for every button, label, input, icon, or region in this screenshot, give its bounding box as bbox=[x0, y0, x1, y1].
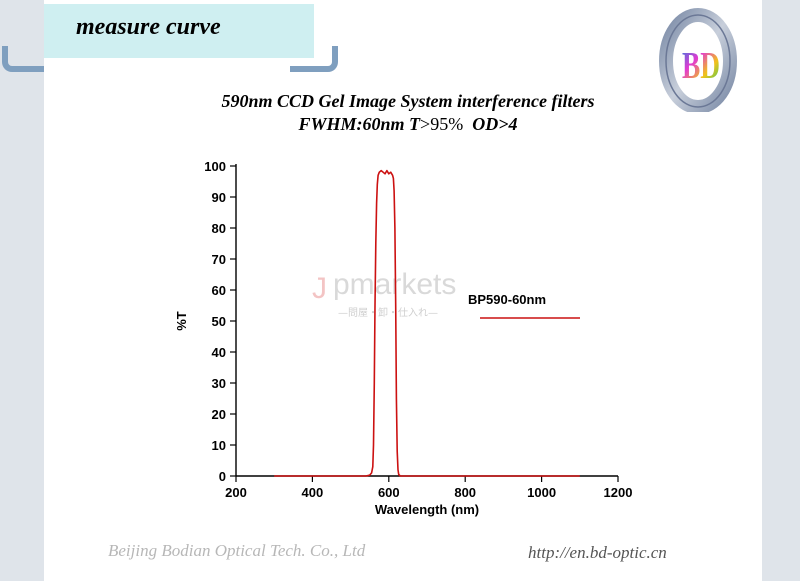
y-tick-label: 90 bbox=[212, 190, 226, 205]
y-axis-label: %T bbox=[174, 311, 189, 331]
x-tick-label: 1200 bbox=[604, 485, 633, 500]
watermark-j: J bbox=[312, 272, 327, 305]
x-tick-label: 200 bbox=[225, 485, 247, 500]
header-title: measure curve bbox=[76, 14, 221, 40]
y-tick-label: 10 bbox=[212, 438, 226, 453]
header-box bbox=[44, 4, 314, 58]
watermark-tagline: —問屋・卸・仕入れ— bbox=[338, 306, 438, 319]
x-tick-label: 1000 bbox=[527, 485, 556, 500]
watermark: J pmarkets —問屋・卸・仕入れ— bbox=[312, 268, 456, 319]
y-tick-label: 60 bbox=[212, 283, 226, 298]
chart-title: 590nm CCD Gel Image System interference … bbox=[221, 91, 595, 111]
x-tick-label: 800 bbox=[454, 485, 476, 500]
legend-label: BP590-60nm bbox=[468, 292, 546, 307]
chart-legend: BP590-60nm bbox=[468, 292, 580, 319]
y-tick-label: 20 bbox=[212, 407, 226, 422]
y-tick-label: 30 bbox=[212, 376, 226, 391]
subtitle-od: OD>4 bbox=[463, 114, 518, 134]
y-tick-label: 100 bbox=[204, 159, 226, 174]
footer-company: Beijing Bodian Optical Tech. Co., Ltd bbox=[108, 541, 366, 560]
footer-url[interactable]: http://en.bd-optic.cn bbox=[528, 543, 667, 562]
header-frame-right bbox=[290, 46, 338, 72]
chart-series bbox=[274, 169, 580, 477]
slide-background bbox=[44, 0, 762, 581]
y-tick-label: 0 bbox=[219, 469, 226, 484]
x-tick-label: 600 bbox=[378, 485, 400, 500]
series-line-0 bbox=[274, 169, 580, 477]
y-tick-label: 70 bbox=[212, 252, 226, 267]
subtitle-transmission: >95% bbox=[420, 114, 464, 134]
header-frame-left bbox=[2, 46, 44, 72]
y-tick-label: 80 bbox=[212, 221, 226, 236]
chart-subtitle: FWHM:60nm T>95% OD>4 bbox=[8, 114, 800, 135]
logo-text: BD bbox=[682, 45, 720, 87]
x-tick-label: 400 bbox=[302, 485, 324, 500]
y-tick-label: 40 bbox=[212, 345, 226, 360]
x-axis-label: Wavelength (nm) bbox=[375, 502, 479, 517]
y-tick-label: 50 bbox=[212, 314, 226, 329]
company-logo: BD bbox=[659, 8, 737, 112]
subtitle-spec: FWHM:60nm T bbox=[298, 114, 421, 134]
chart-axes: 0 10 20 30 40 50 60 70 80 90 100 200 400 600 800 1000 12… bbox=[174, 159, 632, 517]
